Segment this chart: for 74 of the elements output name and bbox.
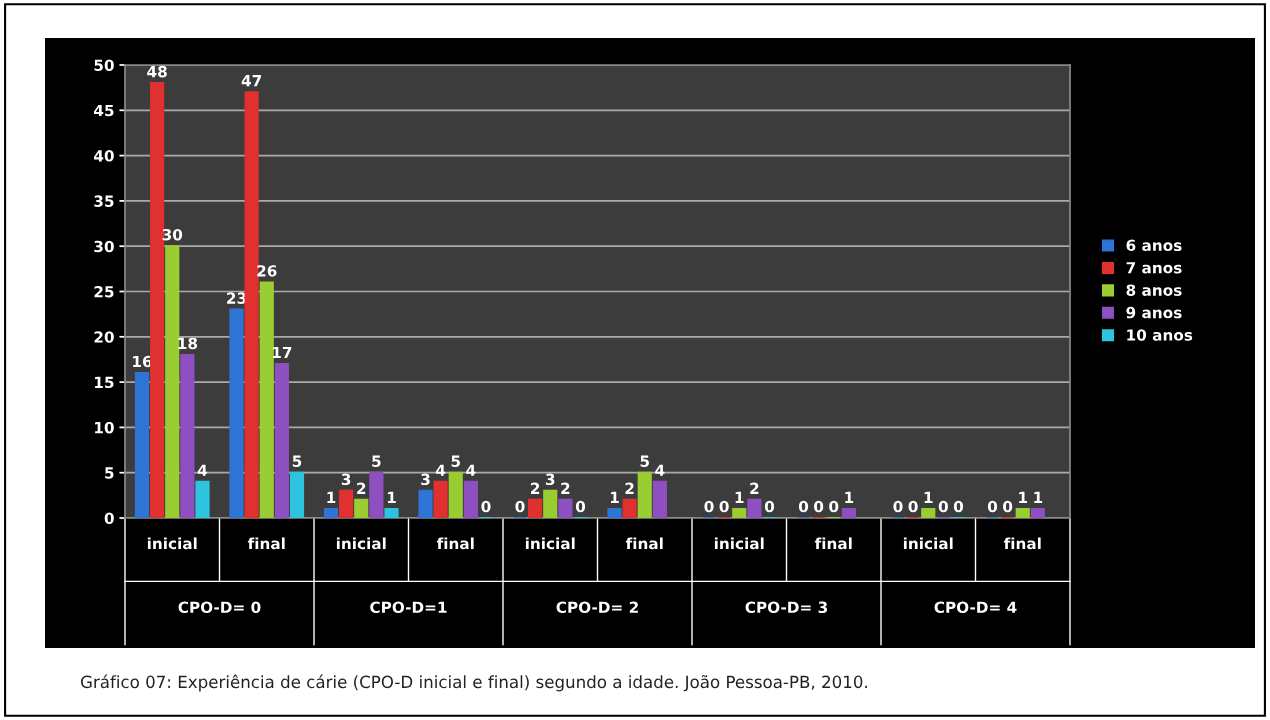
data-label: 1 <box>387 491 396 503</box>
data-label: 0 <box>987 500 998 513</box>
data-label: 5 <box>292 455 302 467</box>
text: CPO-D= 0 <box>178 601 261 614</box>
x-tick-label: final <box>247 537 285 550</box>
y-tick-label: 40 <box>94 150 114 162</box>
text: CPO-D=1 <box>370 601 447 614</box>
data-label: 0 <box>764 500 775 513</box>
legend-label: 9 anos <box>1126 306 1182 319</box>
data-label: 4 <box>197 464 208 476</box>
x-tick-label: inicial <box>714 537 764 550</box>
text: CPO-D= 3 <box>745 601 828 614</box>
y-tick-label: 5 <box>105 467 114 479</box>
data-label: 48 <box>147 65 167 78</box>
data-label: 0 <box>908 500 918 513</box>
data-label: 1 <box>735 491 744 503</box>
data-label: 4 <box>436 464 446 476</box>
x-tick-label: inicial <box>336 537 386 550</box>
y-tick-label: 0 <box>104 512 114 525</box>
data-label: 5 <box>451 455 460 467</box>
data-label: 0 <box>798 500 809 513</box>
x-tick-label: inicial <box>903 537 953 550</box>
data-label: 0 <box>719 500 729 513</box>
data-label: 1 <box>1034 491 1043 503</box>
data-label: 4 <box>466 464 476 476</box>
data-label: 2 <box>750 482 759 494</box>
data-label: 0 <box>515 500 525 513</box>
data-label: 1 <box>610 491 619 503</box>
x-tick-label: inicial <box>147 537 197 550</box>
legend-label: 7 anos <box>1126 262 1182 274</box>
data-label: 5 <box>372 455 381 467</box>
data-label: 0 <box>938 500 948 513</box>
y-tick-label: 35 <box>94 195 114 207</box>
data-label: 3 <box>545 473 555 486</box>
data-label: 0 <box>575 500 586 513</box>
legend-label: 10 anos <box>1127 329 1193 341</box>
data-label: 5 <box>640 455 649 467</box>
y-tick-label: 25 <box>94 285 114 298</box>
data-label: 47 <box>241 75 262 87</box>
text: Gráfico 07: Experiência de cárie (CPO-D inicial e final) segundo a idade. João Pessoa-PB, 2010. <box>80 674 867 692</box>
data-label: 0 <box>481 500 491 513</box>
data-label: 0 <box>1003 500 1013 513</box>
data-label: 23 <box>227 292 246 304</box>
x-tick-label: final <box>436 537 474 550</box>
data-label: 0 <box>893 500 903 513</box>
legend-label: 6 anos <box>1126 239 1182 252</box>
data-label: 2 <box>357 482 366 494</box>
x-tick-label: final <box>814 537 852 550</box>
data-label: 0 <box>814 500 824 513</box>
data-label: 4 <box>655 464 665 476</box>
data-label: 1 <box>924 491 933 503</box>
y-tick-label: 15 <box>95 376 114 389</box>
data-label: 0 <box>829 500 839 513</box>
y-tick-label: 20 <box>94 331 114 343</box>
legend-label: 8 anos <box>1126 284 1182 296</box>
text: CPO-D= 4 <box>934 601 1017 614</box>
data-label: 2 <box>561 482 570 494</box>
text: CPO-D= 2 <box>556 601 638 614</box>
data-label: 0 <box>953 500 964 513</box>
x-tick-label: final <box>1003 537 1041 550</box>
x-tick-label: final <box>625 537 663 550</box>
x-tick-label: inicial <box>525 537 575 550</box>
data-label: 3 <box>341 473 351 486</box>
data-label: 2 <box>625 482 634 494</box>
data-label: 1 <box>845 491 854 503</box>
y-tick-label: 50 <box>94 59 114 72</box>
data-label: 0 <box>704 500 714 513</box>
data-label: 1 <box>327 491 336 503</box>
data-label: 2 <box>531 482 540 494</box>
y-tick-label: 45 <box>94 104 114 117</box>
y-tick-label: 10 <box>95 421 114 434</box>
data-label: 1 <box>1019 491 1028 503</box>
y-tick-label: 30 <box>94 240 114 253</box>
data-label: 3 <box>421 473 430 486</box>
